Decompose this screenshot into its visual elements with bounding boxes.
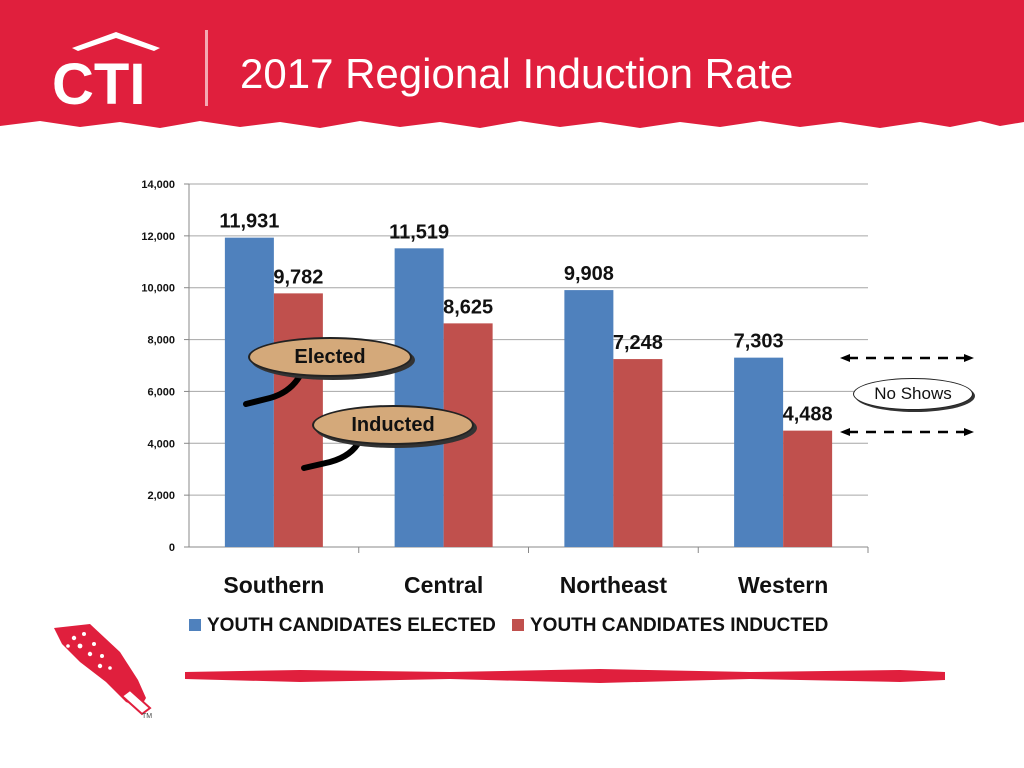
legend-swatch	[189, 619, 201, 631]
no-shows-callout: No Shows	[853, 378, 973, 410]
bar-elected	[734, 357, 784, 547]
data-label: 11,519	[389, 221, 449, 243]
no-shows-arrowhead	[840, 354, 850, 362]
inducted-callout-tail	[301, 437, 363, 471]
y-tick-label: 0	[169, 542, 175, 554]
data-label: 9,782	[273, 266, 323, 288]
data-label: 11,931	[219, 211, 279, 233]
page-title: 2017 Regional Induction Rate	[240, 50, 794, 97]
bar-elected	[224, 237, 274, 547]
legend-label: YOUTH CANDIDATES INDUCTED	[530, 615, 828, 636]
y-tick-label: 8,000	[147, 335, 175, 347]
bar-elected	[564, 290, 614, 547]
y-tick-label: 14,000	[141, 179, 175, 191]
no-shows-arrowhead	[964, 354, 974, 362]
elected-callout-tail	[243, 369, 305, 407]
y-tick-label: 12,000	[141, 231, 175, 243]
data-label: 7,248	[613, 332, 663, 354]
y-tick-label: 6,000	[147, 386, 175, 398]
data-label: 4,488	[783, 404, 833, 426]
data-label: 9,908	[564, 263, 614, 285]
x-tick-label: Southern	[223, 572, 324, 598]
header-band	[0, 0, 1024, 128]
header-divider	[205, 30, 208, 106]
elected-callout: Elected	[248, 337, 412, 377]
inducted-callout: Inducted	[312, 405, 474, 445]
y-tick-label: 10,000	[141, 283, 175, 295]
x-tick-label: Central	[404, 572, 483, 598]
data-label: 7,303	[734, 331, 784, 353]
logo-text: CTI	[52, 52, 145, 108]
bar-inducted	[613, 359, 663, 547]
x-tick-label: Western	[738, 572, 828, 598]
bar-elected	[394, 248, 444, 547]
y-tick-label: 4,000	[147, 438, 175, 450]
bottom-brush-stroke	[185, 669, 945, 683]
cti-logo: CTI	[52, 32, 160, 108]
legend-label: YOUTH CANDIDATES ELECTED	[207, 615, 496, 636]
bar-inducted	[783, 430, 833, 547]
y-tick-label: 2,000	[147, 490, 175, 502]
data-label: 8,625	[443, 296, 493, 318]
no-shows-arrowhead	[840, 428, 850, 436]
x-tick-label: Northeast	[560, 572, 668, 598]
arrowhead-logo: TM	[54, 624, 152, 720]
trademark: TM	[142, 713, 152, 720]
legend-swatch	[512, 619, 524, 631]
no-shows-arrowhead	[964, 428, 974, 436]
